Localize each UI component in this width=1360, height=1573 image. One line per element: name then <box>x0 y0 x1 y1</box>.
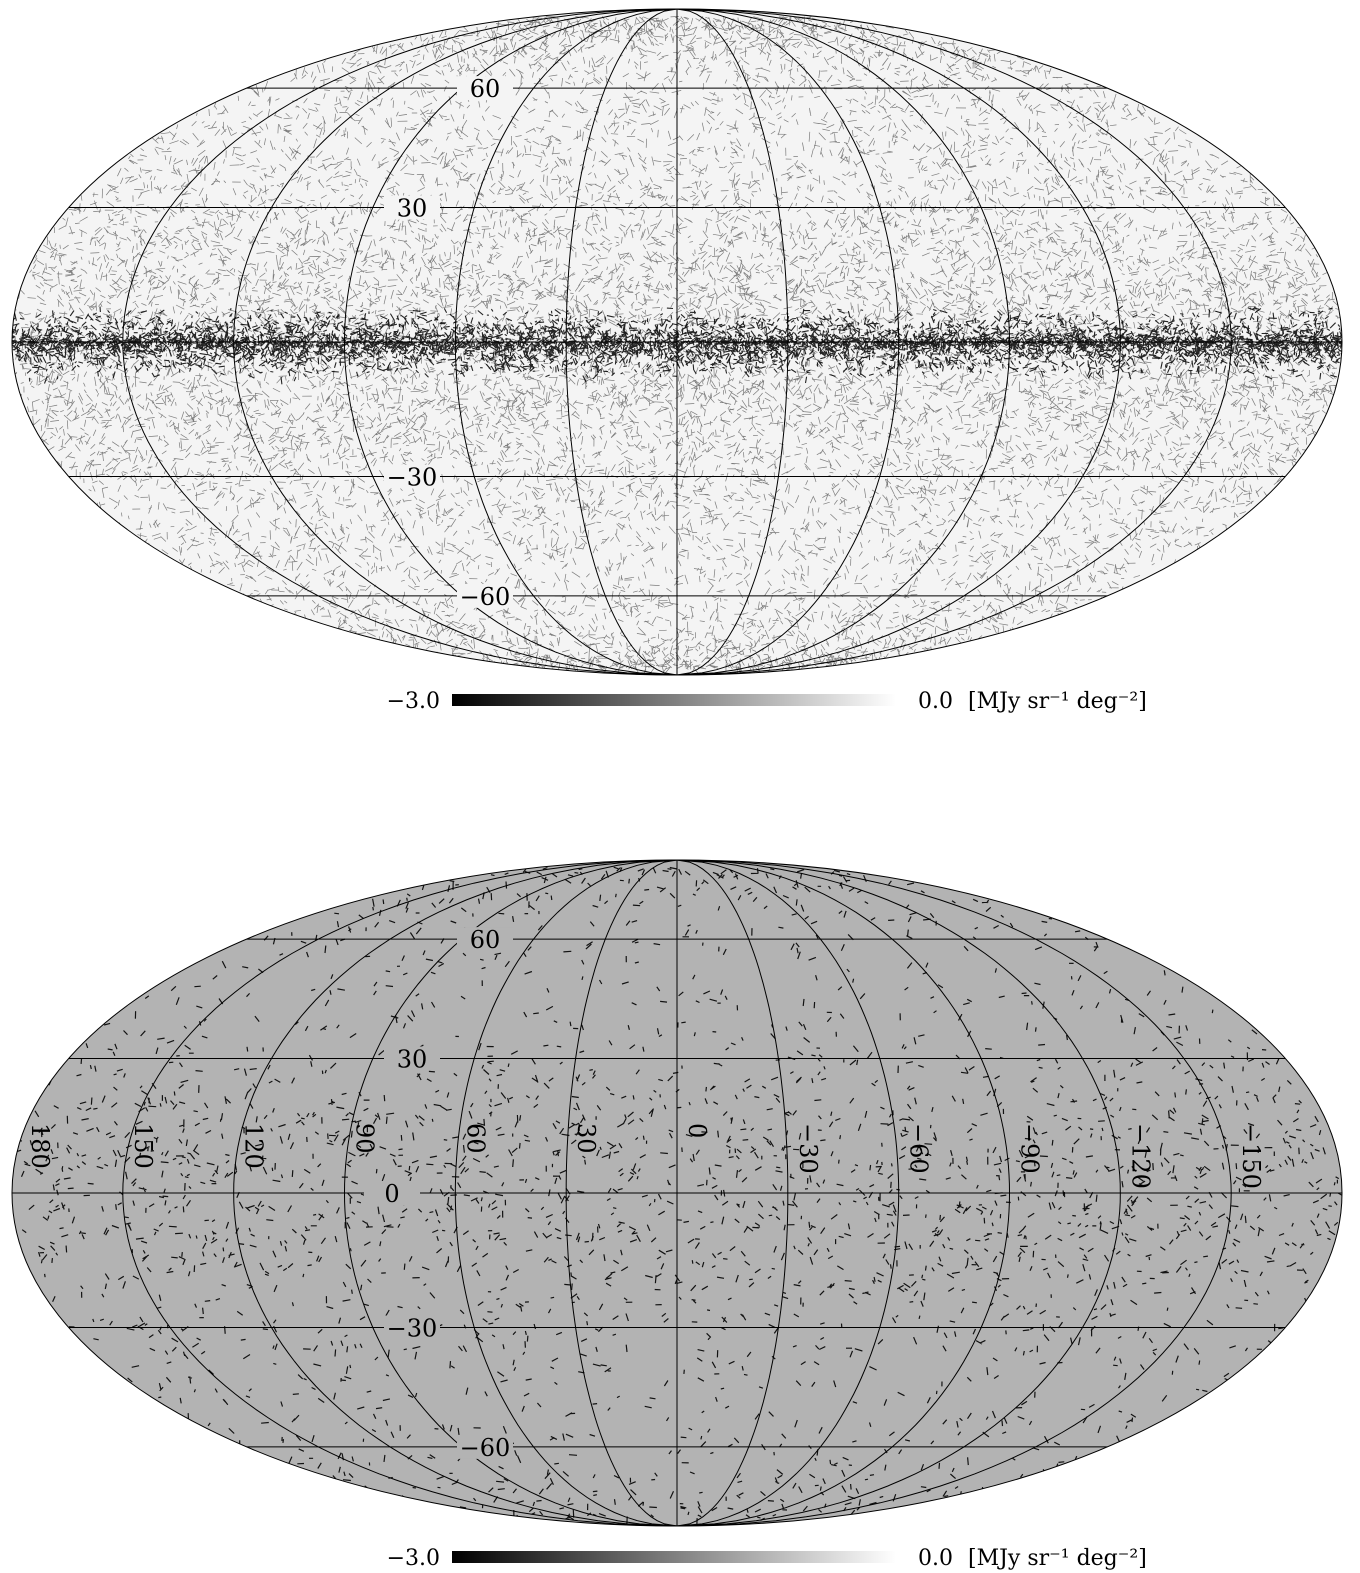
latitude-label: 0 <box>384 1180 399 1208</box>
mollweide-map-bottom: 60 30 0 −30 −60 180 150 120 90 60 30 0 −30 −60 −90 −120… <box>11 859 1343 1571</box>
colorbar-gradient <box>452 1551 896 1563</box>
latitude-label: 60 <box>470 75 501 103</box>
latitude-label: −60 <box>460 1434 511 1462</box>
latitude-label: 60 <box>470 926 501 954</box>
longitude-label: 30 <box>572 1123 600 1154</box>
filament-texture <box>12 15 1342 675</box>
longitude-label: 90 <box>351 1123 379 1154</box>
latitude-label: 30 <box>397 194 428 222</box>
colorbar-min-label: −3.0 <box>387 1546 440 1571</box>
longitude-label: −120 <box>1126 1123 1154 1189</box>
longitude-label: 120 <box>240 1123 268 1169</box>
longitude-label: −30 <box>794 1123 822 1174</box>
map-panel-bottom: 60 30 0 −30 −60 180 150 120 90 60 30 0 −30 −60 −90 −120… <box>0 850 1360 1573</box>
filament-texture <box>15 866 1342 1525</box>
latitude-label: −30 <box>387 464 438 492</box>
colorbar-min-label: −3.0 <box>387 689 440 714</box>
colorbar: −3.0 0.0 [MJy sr⁻¹ deg⁻²] <box>387 1546 1147 1571</box>
longitude-label: 150 <box>129 1123 157 1169</box>
map-outline <box>11 8 1343 676</box>
colorbar-max-label: 0.0 <box>918 1546 953 1571</box>
graticule <box>11 8 1343 676</box>
colorbar-gradient <box>452 694 896 706</box>
latitude-label: 30 <box>397 1045 428 1073</box>
colorbar: −3.0 0.0 [MJy sr⁻¹ deg⁻²] <box>387 689 1147 714</box>
map-outline <box>11 859 1343 1527</box>
longitude-label: −150 <box>1237 1123 1265 1189</box>
colorbar-unit-label: [MJy sr⁻¹ deg⁻²] <box>968 689 1147 714</box>
longitude-label: 180 <box>26 1123 54 1169</box>
longitude-label: −90 <box>1016 1123 1044 1174</box>
mollweide-map-top: 60 30 −30 −60 −3.0 0.0 [MJy sr⁻¹ deg⁻²] <box>11 8 1343 714</box>
longitude-label: 60 <box>461 1123 489 1154</box>
colorbar-max-label: 0.0 <box>918 689 953 714</box>
longitude-label: 0 <box>683 1123 711 1138</box>
colorbar-unit-label: [MJy sr⁻¹ deg⁻²] <box>968 1546 1147 1571</box>
longitude-label: −60 <box>905 1123 933 1174</box>
latitude-label: −60 <box>460 583 511 611</box>
map-panel-top: 60 30 −30 −60 −3.0 0.0 [MJy sr⁻¹ deg⁻²] <box>0 0 1360 730</box>
latitude-label: −30 <box>387 1315 438 1343</box>
